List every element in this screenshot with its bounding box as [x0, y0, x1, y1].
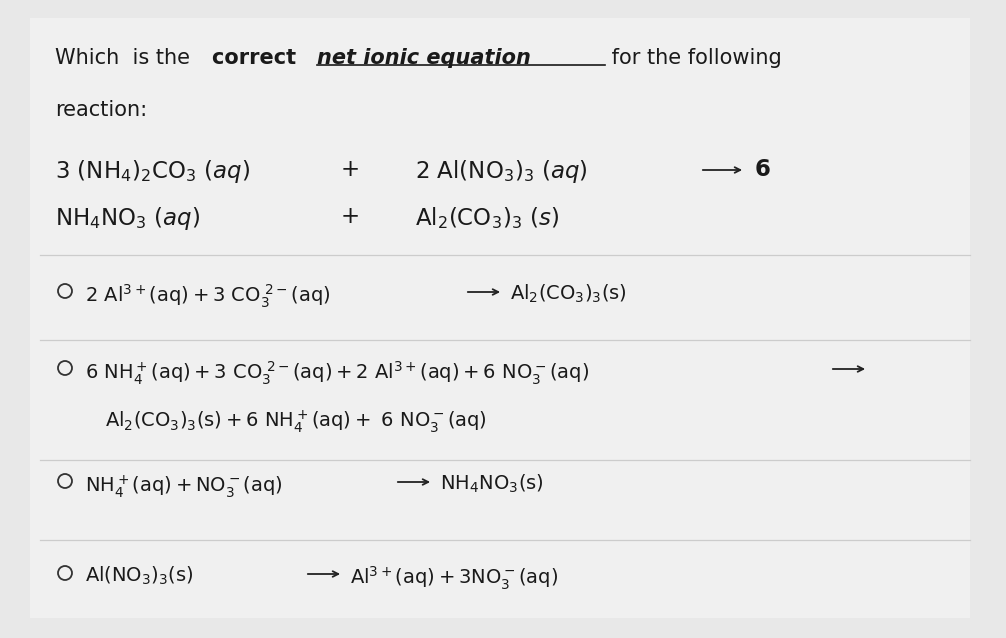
Text: $\mathrm{NH_4NO_3(s)}$: $\mathrm{NH_4NO_3(s)}$ — [440, 473, 544, 495]
Text: $\mathrm{Al_2(CO_3)_3}\ \mathit{(s)}$: $\mathrm{Al_2(CO_3)_3}\ \mathit{(s)}$ — [415, 205, 559, 231]
Text: $2\ \mathrm{Al^{3+}(aq) + 3\ CO_3^{\ 2-}(aq)}$: $2\ \mathrm{Al^{3+}(aq) + 3\ CO_3^{\ 2-}… — [85, 283, 330, 311]
Text: $6\ \mathrm{NH_4^+(aq) + 3\ CO_3^{\ 2-}(aq) + 2\ Al^{3+}(aq) + 6\ NO_3^-(aq)}$: $6\ \mathrm{NH_4^+(aq) + 3\ CO_3^{\ 2-}(… — [85, 360, 589, 387]
FancyBboxPatch shape — [30, 18, 970, 618]
Text: $3\ \mathrm{(NH_4)_2CO_3}\ \mathit{(aq)}$: $3\ \mathrm{(NH_4)_2CO_3}\ \mathit{(aq)}… — [55, 158, 250, 185]
Text: Which  is the: Which is the — [55, 48, 196, 68]
Text: 6: 6 — [754, 158, 771, 181]
Text: $\mathrm{Al(NO_3)_3(s)}$: $\mathrm{Al(NO_3)_3(s)}$ — [85, 565, 193, 588]
Text: $\mathrm{NH_4^+(aq)+ NO_3^-(aq)}$: $\mathrm{NH_4^+(aq)+ NO_3^-(aq)}$ — [85, 473, 283, 500]
Text: $\mathrm{Al^{3+}(aq)+ 3NO_3^-(aq)}$: $\mathrm{Al^{3+}(aq)+ 3NO_3^-(aq)}$ — [350, 565, 558, 593]
Text: net ionic equation: net ionic equation — [317, 48, 531, 68]
Text: $\mathrm{NH_4NO_3}\ \mathit{(aq)}$: $\mathrm{NH_4NO_3}\ \mathit{(aq)}$ — [55, 205, 200, 232]
Text: $+$: $+$ — [340, 205, 359, 228]
Text: reaction:: reaction: — [55, 100, 147, 120]
Text: $\mathrm{Al_2(CO_3)_3(s)}$: $\mathrm{Al_2(CO_3)_3(s)}$ — [510, 283, 627, 306]
Text: correct: correct — [212, 48, 304, 68]
Text: $\mathrm{Al_2(CO_3)_3(s) + 6\ NH_4^+(aq) +\ 6\ NO_3^-(aq)}$: $\mathrm{Al_2(CO_3)_3(s) + 6\ NH_4^+(aq)… — [105, 408, 487, 435]
Text: $2\ \mathrm{Al(NO_3)_3}\ \mathit{(aq)}$: $2\ \mathrm{Al(NO_3)_3}\ \mathit{(aq)}$ — [415, 158, 588, 185]
Text: for the following: for the following — [605, 48, 782, 68]
Text: $+$: $+$ — [340, 158, 359, 181]
